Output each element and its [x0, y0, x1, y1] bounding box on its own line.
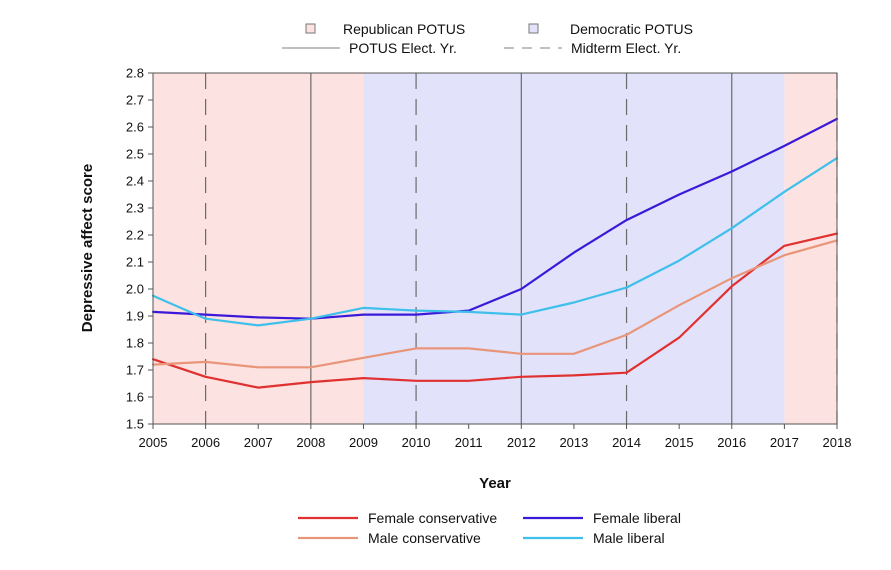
legend-label-male-liberal: Male liberal — [593, 530, 665, 546]
series-line-male-conservative — [151, 239, 839, 369]
x-tick-label: 2007 — [244, 435, 273, 450]
midterm-elect-label: Midterm Elect. Yr. — [571, 40, 681, 56]
x-tick-label: 2008 — [296, 435, 325, 450]
period-shading — [153, 73, 837, 424]
x-tick-label: 2010 — [402, 435, 431, 450]
x-tick-label: 2013 — [559, 435, 588, 450]
series-line-female-conservative — [151, 232, 839, 389]
top-legend: Republican POTUS Democratic POTUS POTUS … — [282, 21, 693, 56]
y-tick-label: 1.6 — [126, 390, 144, 405]
x-tick-label: 2016 — [717, 435, 746, 450]
y-tick-label: 2.6 — [126, 120, 144, 135]
y-tick-label: 2.3 — [126, 201, 144, 216]
republican-swatch — [305, 23, 316, 34]
x-tick-label: 2014 — [612, 435, 641, 450]
potus-elect-label: POTUS Elect. Yr. — [349, 40, 457, 56]
x-tick-label: 2015 — [665, 435, 694, 450]
legend-label-female-conservative: Female conservative — [368, 510, 497, 526]
period-band-democratic — [363, 73, 785, 424]
x-tick-label: 2011 — [455, 435, 483, 450]
y-tick-label: 2.0 — [126, 282, 144, 297]
democratic-potus-label: Democratic POTUS — [570, 21, 693, 37]
x-tick-label: 2009 — [349, 435, 378, 450]
legend-label-female-liberal: Female liberal — [593, 510, 681, 526]
x-tick-label: 2017 — [770, 435, 799, 450]
series-legend: Female conservative Female liberal Male co… — [298, 510, 681, 546]
y-tick-label: 2.2 — [126, 228, 144, 243]
series-lines — [151, 117, 839, 389]
axes: 1.5 1.6 1.7 1.8 1.9 2.0 2.1 2.2 2.3 2.4 2.5 2.6 2.7 2… — [126, 66, 852, 451]
plot-frame — [152, 72, 838, 425]
democratic-swatch — [528, 23, 539, 34]
republican-potus-label: Republican POTUS — [343, 21, 465, 37]
x-axis-title: Year — [479, 475, 511, 492]
y-tick-label: 2.7 — [126, 93, 144, 108]
period-band-republican — [153, 73, 364, 424]
y-axis-title: Depressive affect score — [79, 164, 96, 332]
x-tick-label: 2012 — [507, 435, 536, 450]
x-tick-label: 2006 — [191, 435, 220, 450]
y-tick-label: 1.5 — [126, 417, 144, 432]
y-tick-label: 2.5 — [126, 147, 144, 162]
series-line-male-liberal — [151, 157, 839, 327]
legend-label-male-conservative: Male conservative — [368, 530, 481, 546]
y-tick-label: 2.1 — [126, 255, 144, 270]
x-tick-label: 2005 — [139, 435, 168, 450]
x-tick-label: 2018 — [823, 435, 852, 450]
y-tick-label: 2.8 — [126, 66, 144, 81]
y-tick-label: 1.8 — [126, 336, 144, 351]
series-line-female-liberal — [151, 117, 839, 320]
y-tick-label: 1.9 — [126, 309, 144, 324]
y-tick-label: 1.7 — [126, 363, 144, 378]
y-tick-label: 2.4 — [126, 174, 144, 189]
